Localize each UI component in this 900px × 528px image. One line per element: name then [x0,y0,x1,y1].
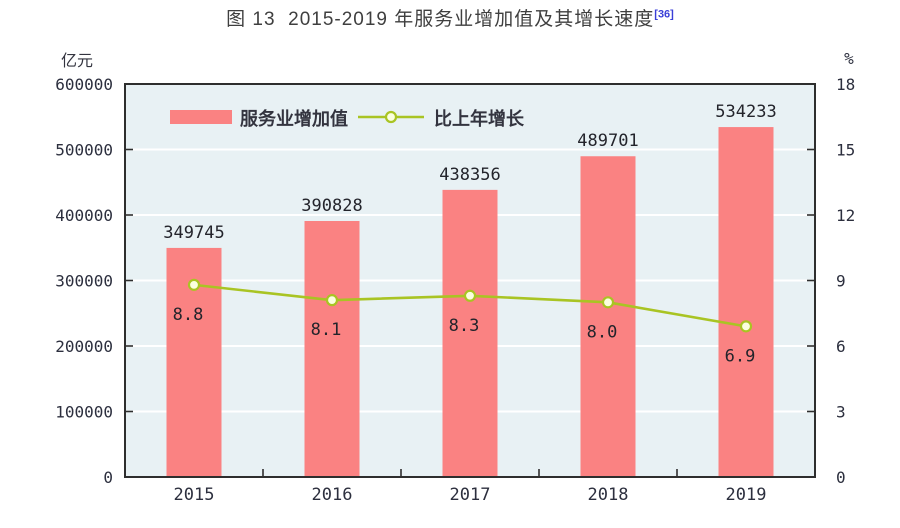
line-marker [463,289,477,302]
legend-bar-swatch [170,110,232,124]
figure-title: 图 13 2015-2019 年服务业增加值及其增长速度[36] [0,4,900,31]
line-value-label: 8.1 [311,320,342,340]
figure-title-ref: [36] [654,8,674,21]
line-value-label: 8.0 [587,322,618,342]
legend-line-label: 比上年增长 [434,108,525,129]
bar-2016 [304,221,360,477]
bar-2017 [442,189,498,477]
bar-value-label: 489701 [577,131,638,151]
right-axis-tick-label: 12 [836,206,855,225]
bar-value-label: 349745 [163,223,224,243]
bar-2019 [718,127,774,477]
bar-2018 [580,156,636,477]
right-axis-tick-label: 3 [836,403,846,422]
line-value-label: 8.3 [449,316,480,336]
legend-bar-label: 服务业增加值 [240,108,348,129]
x-axis-label: 2016 [312,485,353,505]
right-axis-tick-label: 18 [836,75,855,94]
x-axis-label: 2019 [726,485,767,505]
left-axis-tick-label: 100000 [55,403,113,422]
right-axis-tick-label: 6 [836,337,846,356]
figure-title-text: 图 13 2015-2019 年服务业增加值及其增长速度 [226,9,655,30]
right-axis-tick-label: 15 [836,141,855,160]
line-marker [187,278,201,291]
x-axis-label: 2017 [450,485,491,505]
bar-value-label: 390828 [301,196,362,216]
left-axis-tick-label: 500000 [55,141,113,160]
right-axis-unit-label: % [844,49,854,68]
line-marker [601,296,615,309]
left-axis-tick-label: 200000 [55,337,113,356]
legend-line-marker [384,110,398,124]
right-axis-tick-label: 9 [836,272,846,291]
left-axis-tick-label: 300000 [55,272,113,291]
left-axis-tick-label: 600000 [55,75,113,94]
x-axis-label: 2015 [174,485,215,505]
bar-value-label: 438356 [439,165,500,185]
bar-value-label: 534233 [715,102,776,122]
left-axis-tick-label: 400000 [55,206,113,225]
left-axis-unit-label: 亿元 [61,52,93,70]
x-axis-label: 2018 [588,485,629,505]
line-value-label: 8.8 [173,305,204,325]
line-marker [739,320,753,333]
line-value-label: 6.9 [725,346,756,366]
line-marker [325,294,339,307]
left-axis-tick-label: 0 [103,468,113,487]
right-axis-tick-label: 0 [836,468,846,487]
